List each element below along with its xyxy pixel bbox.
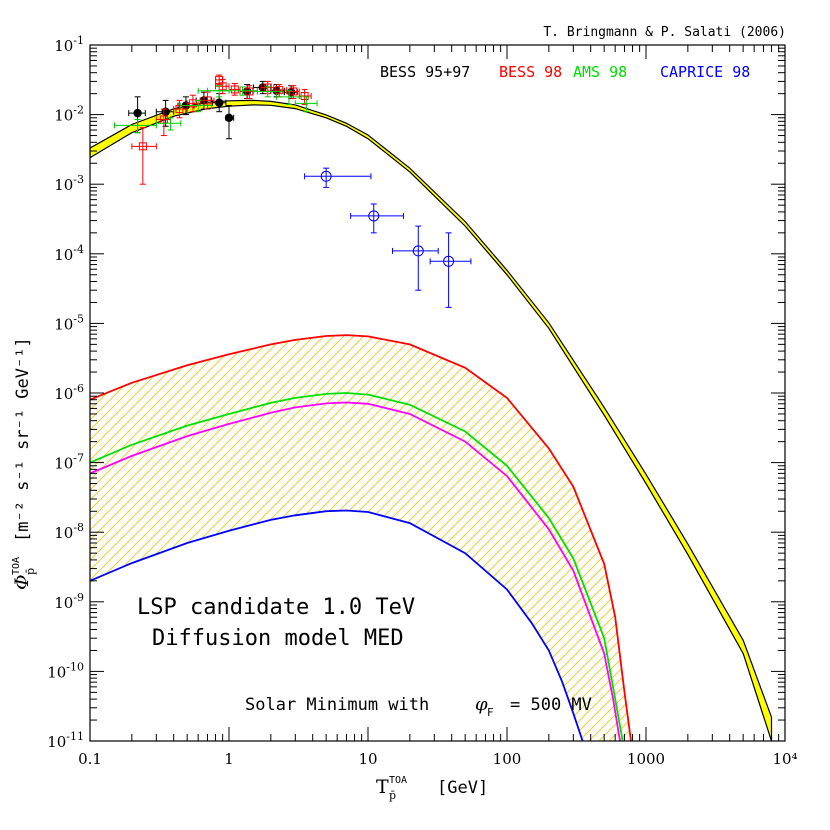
signal-curve-2: [90, 401, 621, 741]
x-tick-labels: 0.1 1 10 100 1000 10⁴: [78, 750, 797, 768]
y-tick-label: 10-1: [54, 34, 84, 55]
solar-prefix: Solar Minimum with: [245, 695, 429, 715]
solar-phi: φ: [475, 694, 488, 715]
signal-curve-3: [90, 509, 584, 741]
y-label-sup: TOA: [11, 557, 22, 575]
x-tick-label: 10⁴: [772, 750, 797, 768]
data-point: [113, 119, 157, 134]
y-tick-label: 10-2: [54, 104, 84, 125]
data-point: [224, 105, 235, 140]
annotation-diffusion-model: Diffusion model MED: [152, 626, 404, 651]
open-square-marker: [175, 105, 184, 114]
y-tick-label: 10-9: [54, 591, 84, 612]
legend-ams-98: AMS 98: [573, 63, 627, 81]
background-band: [90, 99, 773, 741]
data-point: [350, 203, 404, 234]
data-point: [215, 74, 224, 86]
solar-phi-sub: F: [487, 706, 494, 719]
y-tick-label: 10-4: [54, 243, 84, 264]
open-circle-marker: [443, 255, 455, 267]
data-point: [294, 96, 318, 113]
open-circle-marker: [412, 245, 424, 257]
annotation-lsp-candidate: LSP candidate 1.0 TeV: [137, 595, 415, 620]
open-square-marker: [245, 87, 254, 96]
open-square-marker: [275, 86, 284, 95]
data-point: [391, 225, 439, 291]
open-square-marker: [215, 75, 224, 84]
y-tick-label: 10-10: [47, 660, 84, 681]
y-tick-label: 10-11: [47, 730, 84, 751]
data-point: [429, 232, 472, 308]
plot-area: [90, 74, 773, 741]
x-label-unit: [GeV]: [437, 778, 488, 798]
data-point: [197, 86, 258, 96]
open-square-marker: [138, 142, 147, 151]
y-tick-labels: 10-1 10-2 10-3 10-4 10-5 10-6 10-7 10-8 10-9 10-1…: [47, 34, 84, 751]
open-square-marker: [203, 96, 212, 105]
open-circle-marker: [320, 170, 332, 182]
data-point: [155, 117, 182, 131]
data-point: [304, 167, 372, 188]
open-square-marker: [230, 85, 239, 94]
y-tick-label: 10-7: [54, 452, 84, 473]
x-axis-label: T TOA p̄ [GeV]: [376, 775, 488, 802]
solar-value: = 500 MV: [510, 695, 592, 715]
annotation-solar-minimum: Solar Minimum with φ F = 500 MV: [245, 694, 592, 719]
data-point: [228, 82, 241, 96]
open-square-marker: [188, 99, 197, 108]
x-tick-label: 1: [224, 750, 234, 768]
legend-caprice-98: CAPRICE 98: [660, 63, 750, 81]
x-label-main: T: [376, 776, 389, 798]
x-label-sup: TOA: [389, 775, 407, 786]
data-point: [276, 90, 302, 105]
signal-curve-1: [90, 392, 624, 741]
filled-circle-marker: [224, 113, 234, 122]
x-tick-label: 100: [493, 750, 522, 768]
data-point: [180, 99, 213, 113]
y-tick-label: 10-6: [54, 382, 84, 403]
signal-curve-0: [90, 334, 632, 741]
filled-circle-marker: [214, 98, 224, 107]
y-axis-label: Φ TOA p̄ [m⁻² s⁻¹ sr⁻¹ GeV⁻¹]: [11, 337, 37, 590]
signal-curves: [90, 334, 632, 741]
credit-text: T. Bringmann & P. Salati (2006): [543, 25, 786, 40]
open-square-marker: [289, 87, 298, 96]
measurement-points: [113, 74, 472, 308]
y-label-unit: [m⁻² s⁻¹ sr⁻¹ GeV⁻¹]: [13, 337, 33, 542]
legend: BESS 95+97 BESS 98 AMS 98 CAPRICE 98: [380, 63, 750, 81]
y-tick-label: 10-8: [54, 521, 84, 542]
axis-ticks: [89, 44, 786, 742]
data-point: [131, 127, 157, 185]
filled-circle-marker: [133, 108, 142, 118]
legend-bess-95-97: BESS 95+97: [380, 63, 470, 81]
legend-bess-98: BESS 98: [499, 63, 562, 81]
data-point: [252, 86, 283, 98]
hatched-signal-band: [90, 335, 631, 741]
filled-circle-marker: [272, 86, 281, 95]
data-point: [173, 99, 188, 119]
x-tick-label: 1000: [627, 750, 665, 768]
y-label-sub: p̄: [24, 568, 37, 575]
y-label-main: Φ: [11, 574, 33, 590]
y-tick-label: 10-5: [54, 312, 84, 333]
y-tick-label: 10-3: [54, 173, 84, 194]
x-tick-label: 10: [358, 750, 377, 768]
x-label-sub: p̄: [389, 789, 396, 802]
data-point: [199, 91, 215, 110]
x-tick-label: 0.1: [78, 750, 102, 768]
open-circle-marker: [368, 210, 380, 222]
data-point: [186, 94, 201, 113]
